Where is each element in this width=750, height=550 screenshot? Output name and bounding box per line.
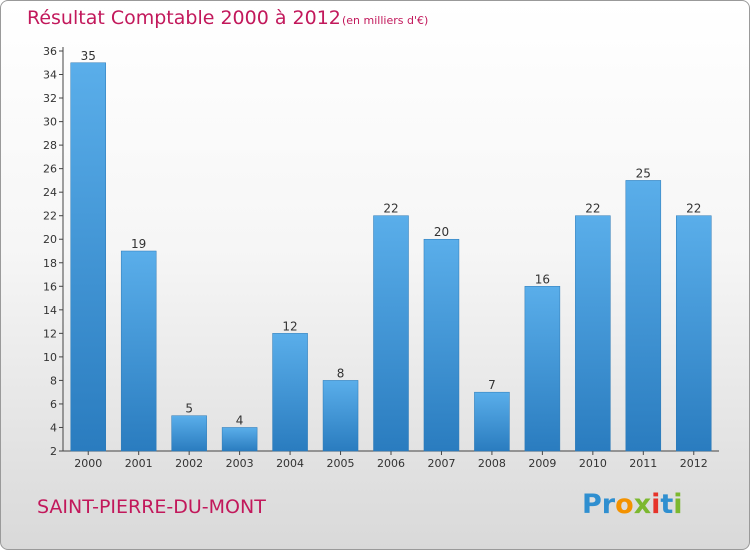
x-tick-label: 2001: [125, 457, 153, 470]
chart-title: Résultat Comptable 2000 à 2012: [27, 7, 341, 29]
chart-subtitle: (en milliers d'€): [342, 14, 429, 27]
data-label: 5: [185, 402, 193, 416]
y-tick-label: 26: [43, 163, 57, 176]
logo-letter: x: [633, 489, 652, 520]
y-tick-label: 34: [43, 69, 57, 82]
bar-2006: [373, 215, 409, 452]
logo-letter: o: [615, 489, 634, 520]
bar-2011: [625, 180, 662, 452]
y-tick-label: 8: [50, 374, 57, 387]
bar-2003: [221, 427, 258, 452]
data-label: 22: [585, 202, 600, 216]
y-tick-label: 4: [50, 421, 57, 434]
x-tick-label: 2004: [276, 457, 304, 470]
bar-2002: [171, 415, 207, 452]
logo-letter: r: [601, 489, 616, 520]
x-tick-label: 2008: [478, 457, 506, 470]
x-tick-label: 2009: [528, 457, 556, 470]
y-tick-label: 2: [50, 445, 57, 458]
y-tick-label: 18: [43, 257, 57, 270]
bar-2010: [575, 215, 611, 452]
x-tick-label: 2006: [377, 457, 405, 470]
x-tick-label: 2005: [327, 457, 355, 470]
data-label: 25: [636, 166, 651, 180]
y-tick-label: 12: [43, 327, 57, 340]
data-label: 8: [337, 366, 345, 380]
y-tick-label: 24: [43, 186, 57, 199]
x-tick-label: 2003: [226, 457, 254, 470]
logo-letter: i: [651, 489, 661, 520]
data-label: 4: [236, 413, 244, 427]
y-tick-label: 20: [43, 233, 57, 246]
data-label: 19: [131, 237, 146, 251]
data-label: 16: [535, 272, 550, 286]
bar-2004: [272, 333, 308, 452]
x-tick-label: 2011: [629, 457, 657, 470]
x-tick-label: 2007: [427, 457, 455, 470]
logo-letter: P: [582, 489, 602, 520]
y-tick-label: 16: [43, 280, 57, 293]
x-tick-label: 2000: [74, 457, 102, 470]
data-label: 12: [282, 319, 297, 333]
bar-2009: [524, 286, 561, 452]
data-label: 20: [434, 225, 449, 239]
x-tick-label: 2010: [579, 457, 607, 470]
y-tick-label: 36: [43, 45, 57, 58]
bar-2012: [676, 215, 712, 452]
x-tick-label: 2012: [680, 457, 708, 470]
bar-2000: [70, 62, 106, 452]
y-tick-label: 22: [43, 210, 57, 223]
proxiti-logo: Proxiti: [582, 489, 683, 520]
logo-letter: t: [660, 489, 674, 520]
bar-2008: [474, 391, 510, 452]
data-label: 22: [686, 202, 701, 216]
y-tick-label: 30: [43, 116, 57, 129]
logo-letter: i: [673, 489, 683, 520]
data-label: 22: [383, 202, 398, 216]
y-tick-label: 28: [43, 139, 57, 152]
y-tick-label: 32: [43, 92, 57, 105]
data-label: 35: [81, 49, 96, 63]
bar-2001: [120, 250, 157, 452]
x-tick-label: 2002: [175, 457, 203, 470]
y-tick-label: 10: [43, 351, 57, 364]
bar-2005: [322, 380, 359, 452]
bar-2007: [423, 238, 460, 452]
y-tick-label: 14: [43, 304, 57, 317]
y-tick-label: 6: [50, 398, 57, 411]
town-name: SAINT-PIERRE-DU-MONT: [37, 496, 266, 518]
data-label: 7: [488, 378, 496, 392]
